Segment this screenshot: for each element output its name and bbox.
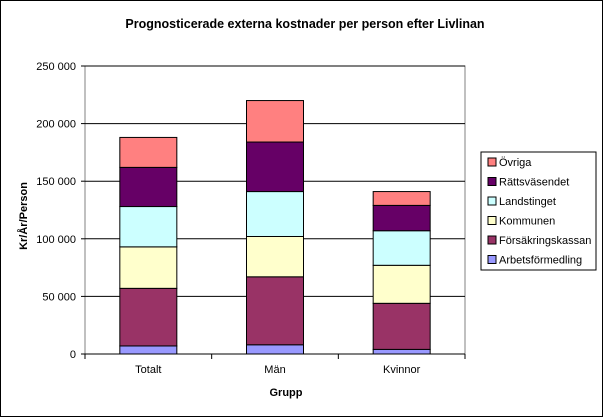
bar-segment bbox=[119, 287, 178, 347]
y-tick-label: 150 000 bbox=[36, 176, 76, 188]
chart-title: Prognosticerade externa kostnader per pe… bbox=[125, 17, 484, 31]
y-tick-label: 50 000 bbox=[42, 291, 76, 303]
bar-segment bbox=[372, 191, 431, 206]
legend-swatch bbox=[487, 157, 497, 167]
legend-label: Rättsväsendet bbox=[499, 177, 569, 189]
bar-segment bbox=[119, 166, 178, 208]
bar-segment bbox=[246, 235, 304, 278]
bar-segment bbox=[372, 204, 431, 232]
x-axis-title: Grupp bbox=[270, 387, 303, 399]
legend-swatch bbox=[487, 177, 497, 186]
y-axis-title: Kr/År/Person bbox=[17, 182, 30, 250]
bar-segment bbox=[246, 191, 304, 237]
x-tick-labels: Totalt Män Kvinnor bbox=[84, 354, 466, 376]
bar-segment bbox=[246, 100, 304, 143]
legend-label: Landstinget bbox=[499, 196, 556, 208]
x-tick-label: Kvinnor bbox=[383, 364, 421, 376]
y-tick-label: 100 000 bbox=[36, 234, 76, 246]
bar-segment bbox=[246, 276, 304, 346]
y-tick-label: 0 bbox=[70, 349, 76, 361]
bar-segment bbox=[119, 345, 178, 355]
legend-label: Övriga bbox=[499, 157, 532, 169]
y-tick-label: 200 000 bbox=[36, 119, 76, 131]
legend-swatch bbox=[487, 216, 497, 225]
bar-segment bbox=[372, 230, 431, 266]
bar-segment bbox=[246, 141, 304, 193]
legend-label: Kommunen bbox=[499, 216, 555, 228]
legend-swatch bbox=[487, 196, 497, 206]
bar-segment bbox=[246, 344, 304, 355]
legend: Övriga Rättsväsendet Landstinget Kommunen Fö… bbox=[480, 151, 597, 271]
y-tick-label: 250 000 bbox=[36, 61, 76, 73]
x-tick-label: Totalt bbox=[135, 364, 161, 376]
x-tick-label: Män bbox=[264, 364, 285, 376]
legend-box bbox=[480, 151, 597, 271]
y-tick-labels: 0 50 000 100 000 150 000 200 000 250 000 bbox=[36, 61, 85, 361]
bar-segment bbox=[119, 136, 178, 168]
bars bbox=[119, 100, 431, 355]
legend-swatch bbox=[487, 235, 497, 245]
bar-segment bbox=[372, 348, 431, 355]
legend-label: Försäkringskassan bbox=[499, 235, 591, 247]
bar-segment bbox=[372, 264, 431, 304]
legend-label: Arbetsförmedling bbox=[499, 255, 582, 267]
legend-swatch bbox=[487, 255, 497, 264]
bar-segment bbox=[372, 302, 431, 350]
bar-segment bbox=[119, 246, 178, 289]
bar-segment bbox=[119, 206, 178, 248]
